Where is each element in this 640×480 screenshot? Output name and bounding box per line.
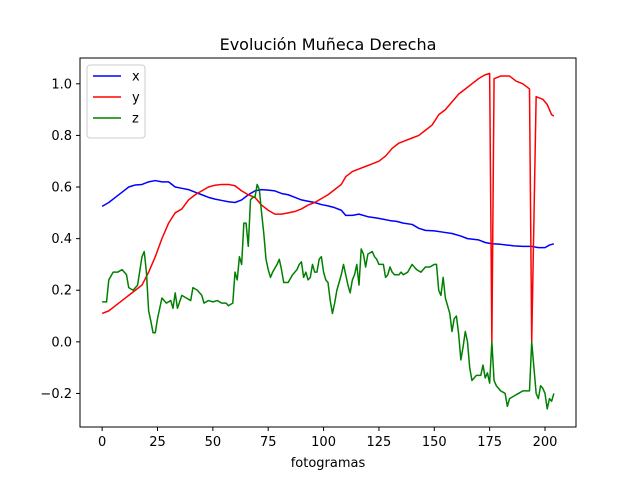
legend-box: [86, 64, 146, 139]
y-tick-label: −0.2: [40, 387, 72, 402]
y-tick-label: 1.0: [51, 77, 72, 92]
x-tick-label: 125: [367, 435, 392, 450]
y-tick-label: 0.0: [51, 335, 72, 350]
legend-label-y: y: [132, 91, 140, 106]
x-tick-label: 100: [311, 435, 336, 450]
legend-label-x: x: [132, 70, 140, 85]
chart-title: Evolución Muñeca Derecha: [220, 35, 437, 54]
y-tick-label: 0.6: [51, 181, 72, 196]
y-tick-label: 0.4: [51, 232, 72, 247]
x-tick-label: 75: [260, 435, 277, 450]
y-tick-label: 0.8: [51, 129, 72, 144]
x-tick-label: 200: [533, 435, 558, 450]
x-tick-label: 50: [205, 435, 222, 450]
x-tick-label: 0: [98, 435, 106, 450]
axes-frame: [79, 57, 577, 428]
y-axis: −0.2 0.0 0.2 0.4 0.6 0.8 1.0: [40, 77, 80, 402]
x-tick-label: 150: [422, 435, 447, 450]
y-tick-label: 0.2: [51, 284, 72, 299]
x-axis-label: fotogramas: [291, 456, 366, 471]
plot-area: [101, 72, 555, 410]
legend: xyz: [86, 64, 146, 139]
x-axis: 0 25 50 75 100 125 150 175 200: [98, 427, 557, 450]
x-tick-label: 175: [477, 435, 502, 450]
legend-label-z: z: [132, 112, 139, 127]
series-line-x: [101, 179, 555, 249]
series-line-z: [102, 183, 555, 410]
x-tick-label: 25: [149, 435, 166, 450]
